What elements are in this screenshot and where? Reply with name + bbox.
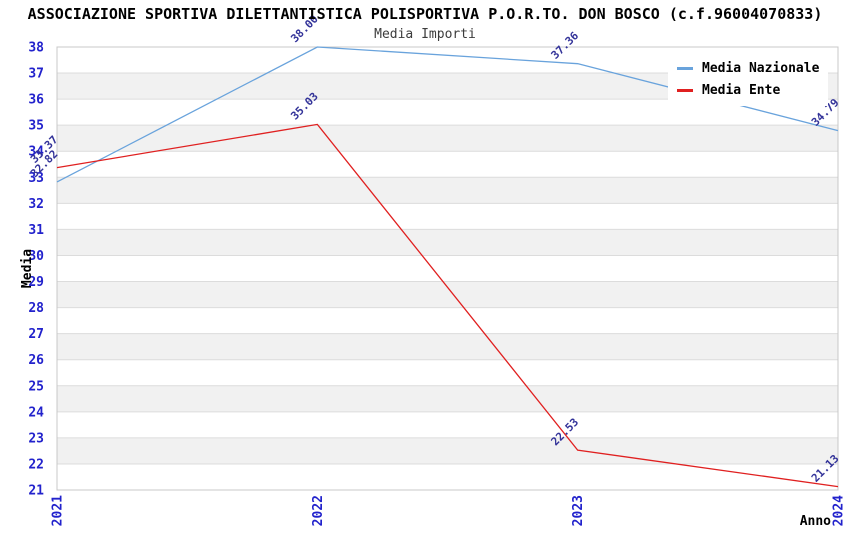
y-axis-title: Media	[20, 249, 35, 288]
plot-band	[57, 333, 838, 360]
y-tick-labels: 21 22 23 24 25 26 27 28 29 30 31 32 33 34 35 36 37 38	[28, 41, 44, 499]
y-tick-label: 25	[28, 379, 44, 394]
chart-subtitle: Media Importi	[374, 27, 476, 42]
series-line-media-ente	[56, 123, 839, 488]
x-tick-label: 2024	[832, 495, 847, 526]
x-tick-labels: 2021 2022 2023 2024	[51, 495, 847, 526]
y-tick-label: 23	[28, 431, 44, 446]
y-tick-label: 35	[28, 119, 44, 134]
y-tick-label: 36	[28, 93, 44, 108]
y-tick-label: 26	[28, 353, 44, 368]
y-tick-label: 37	[28, 67, 44, 82]
legend-item: Media Ente	[677, 82, 819, 99]
plot-band	[57, 281, 838, 308]
plot-band	[57, 307, 838, 334]
legend-item-label: Media Nazionale	[702, 61, 820, 76]
plot-band	[57, 437, 838, 464]
legend-item-label: Media Ente	[702, 83, 781, 98]
legend-item: Media Nazionale	[677, 60, 819, 77]
y-tick-label: 28	[28, 301, 44, 316]
plot-band	[57, 411, 838, 438]
chart-title: ASSOCIAZIONE SPORTIVA DILETTANTISTICA PO…	[27, 5, 823, 23]
plot-band	[57, 255, 838, 282]
y-tick-label: 34	[28, 145, 44, 160]
y-tick-label: 29	[28, 275, 44, 290]
y-tick-label: 30	[28, 249, 44, 264]
legend: Media Nazionale Media Ente	[668, 53, 829, 106]
plot-band	[57, 177, 838, 204]
y-tick-label: 31	[28, 223, 44, 238]
plot-band	[57, 359, 838, 386]
legend-marker-line	[677, 67, 693, 70]
x-tick-label: 2022	[311, 495, 326, 526]
x-tick-label: 2021	[51, 495, 66, 526]
plot-band	[57, 203, 838, 230]
y-tick-label: 33	[28, 171, 44, 186]
plot-band	[57, 125, 838, 152]
y-tick-label: 38	[28, 41, 44, 56]
x-axis-title: Anno	[800, 514, 831, 529]
plot-bands	[57, 47, 838, 490]
legend-marker-line	[677, 89, 693, 92]
y-tick-label: 24	[28, 405, 44, 420]
plot-band	[57, 463, 838, 490]
plot-band	[57, 229, 838, 256]
y-tick-label: 27	[28, 327, 44, 342]
plot-border	[56, 46, 839, 491]
y-tick-label: 22	[28, 457, 44, 472]
plot-band	[57, 385, 838, 412]
x-tick-label: 2023	[571, 495, 586, 526]
y-tick-label: 32	[28, 197, 44, 212]
y-tick-label: 21	[28, 484, 44, 499]
plot-band	[57, 151, 838, 178]
